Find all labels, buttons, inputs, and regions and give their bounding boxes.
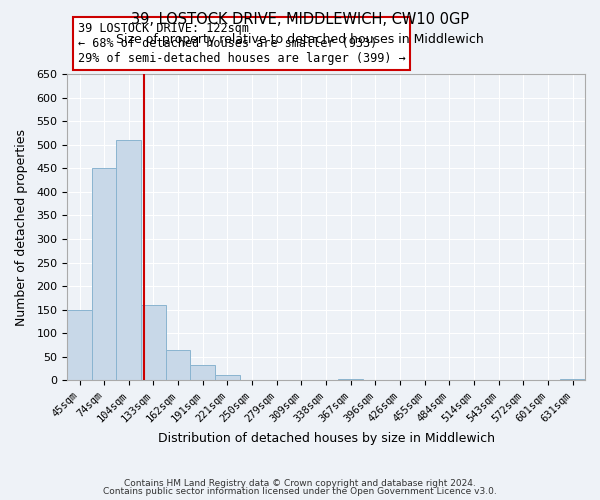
Text: Contains HM Land Registry data © Crown copyright and database right 2024.: Contains HM Land Registry data © Crown c… [124, 478, 476, 488]
Text: Contains public sector information licensed under the Open Government Licence v3: Contains public sector information licen… [103, 487, 497, 496]
Bar [116, 140, 141, 380]
Y-axis label: Number of detached properties: Number of detached properties [15, 128, 28, 326]
Bar [190, 366, 215, 380]
Text: 39, LOSTOCK DRIVE, MIDDLEWICH, CW10 0GP: 39, LOSTOCK DRIVE, MIDDLEWICH, CW10 0GP [131, 12, 469, 28]
Text: 39 LOSTOCK DRIVE: 122sqm
← 68% of detached houses are smaller (933)
29% of semi-: 39 LOSTOCK DRIVE: 122sqm ← 68% of detach… [77, 22, 405, 65]
Bar [560, 379, 585, 380]
X-axis label: Distribution of detached houses by size in Middlewich: Distribution of detached houses by size … [158, 432, 494, 445]
Bar [166, 350, 190, 380]
Bar [67, 310, 92, 380]
Bar [92, 168, 116, 380]
Bar [215, 374, 240, 380]
Bar [141, 305, 166, 380]
Text: Size of property relative to detached houses in Middlewich: Size of property relative to detached ho… [116, 32, 484, 46]
